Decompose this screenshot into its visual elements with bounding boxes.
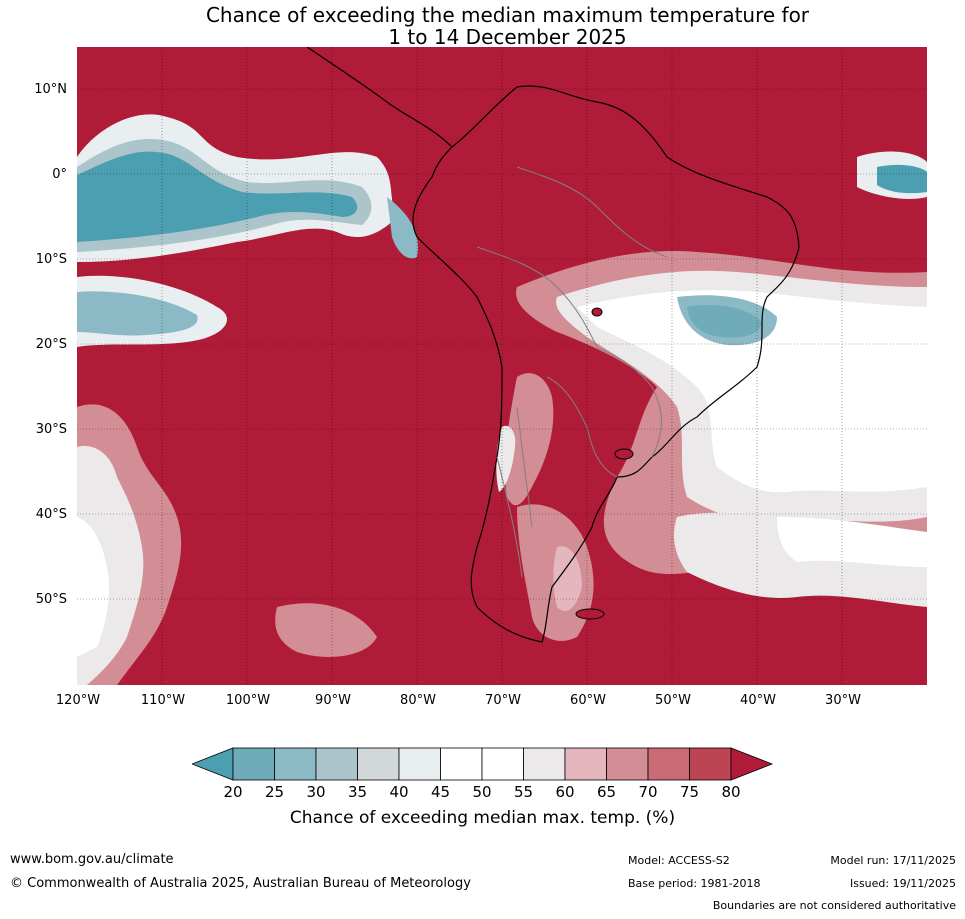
colorbar-tick-40: 40 — [389, 783, 409, 801]
lat-label-40s: 40°S — [35, 507, 67, 522]
website-link[interactable]: www.bom.gov.au/climate — [10, 852, 174, 867]
lon-label-110w: 110°W — [140, 693, 186, 708]
map-title: Chance of exceeding the median maximum t… — [0, 4, 965, 48]
central-america-coastline — [306, 47, 453, 148]
colorbar-tick-60: 60 — [555, 783, 575, 801]
boundaries-disclaimer: Boundaries are not considered authoritat… — [712, 899, 956, 912]
colorbar-label: Chance of exceeding median max. temp. (%… — [289, 808, 676, 828]
title-line-2: 1 to 14 December 2025 — [388, 25, 627, 49]
colorbar-swatch-7 — [481, 747, 524, 781]
colorbar-swatch-4 — [357, 747, 400, 781]
colorbar-swatch-6 — [440, 747, 483, 781]
colorbar-tick-35: 35 — [347, 783, 368, 801]
colorbar-tick-30: 30 — [306, 783, 326, 801]
colorbar-tick-80: 80 — [721, 783, 741, 801]
colorbar-swatch-2 — [274, 747, 317, 781]
probability-map — [77, 47, 927, 685]
colorbar-swatch-10 — [606, 747, 649, 781]
colorbar-swatch-1 — [232, 747, 275, 781]
lon-label-120w: 120°W — [55, 693, 101, 708]
lon-label-40w: 40°W — [740, 693, 776, 708]
issued-info: Issued: 19/11/2025 — [849, 877, 956, 890]
colorbar-tick-25: 25 — [264, 783, 285, 801]
colorbar-tick-75: 75 — [679, 783, 700, 801]
colorbar-high-arrow — [730, 747, 774, 781]
neutral-atlantic — [516, 151, 927, 607]
colorbar-tick-70: 70 — [638, 783, 658, 801]
continent-anomaly — [496, 373, 594, 641]
colorbar-tick-55: 55 — [513, 783, 534, 801]
model-info: Model: ACCESS-S2 — [628, 854, 730, 867]
lon-label-30w: 30°W — [825, 693, 861, 708]
lat-label-50s: 50°S — [35, 592, 67, 607]
lon-label-50w: 50°W — [655, 693, 691, 708]
lon-label-60w: 60°W — [570, 693, 606, 708]
lon-label-70w: 70°W — [485, 693, 521, 708]
title-line-1: Chance of exceeding the median maximum t… — [205, 3, 810, 27]
colorbar-tick-65: 65 — [596, 783, 617, 801]
gridlines — [77, 47, 927, 685]
lakes — [575, 307, 634, 620]
neutral-sw-pacific — [77, 404, 377, 685]
lon-label-100w: 100°W — [225, 693, 271, 708]
copyright-text: © Commonwealth of Australia 2025, Austra… — [10, 876, 471, 891]
colorbar-low-arrow — [192, 747, 234, 781]
south-america-coastline — [412, 85, 800, 643]
base-period-info: Base period: 1981-2018 — [628, 877, 761, 890]
colorbar-tick-20: 20 — [223, 783, 243, 801]
lat-label-10n: 10°N — [34, 82, 67, 97]
colorbar-tick-50: 50 — [472, 783, 492, 801]
lat-label-0: 0° — [52, 167, 67, 182]
lat-label-20s: 20°S — [35, 337, 67, 352]
model-run-info: Model run: 17/11/2025 — [830, 854, 956, 867]
colorbar-swatch-5 — [398, 747, 441, 781]
colorbar-swatch-12 — [689, 747, 732, 781]
lat-label-30s: 30°S — [35, 422, 67, 437]
map-area — [77, 47, 927, 685]
lon-label-80w: 80°W — [400, 693, 436, 708]
colorbar-swatch-9 — [564, 747, 607, 781]
colorbar — [192, 747, 774, 781]
lon-label-90w: 90°W — [315, 693, 351, 708]
colorbar-swatch-11 — [647, 747, 690, 781]
cool-anomaly-pacific — [77, 114, 418, 347]
colorbar-swatch-8 — [523, 747, 566, 781]
colorbar-swatch-3 — [315, 747, 358, 781]
colorbar-tick-45: 45 — [430, 783, 451, 801]
lat-label-10s: 10°S — [35, 252, 67, 267]
